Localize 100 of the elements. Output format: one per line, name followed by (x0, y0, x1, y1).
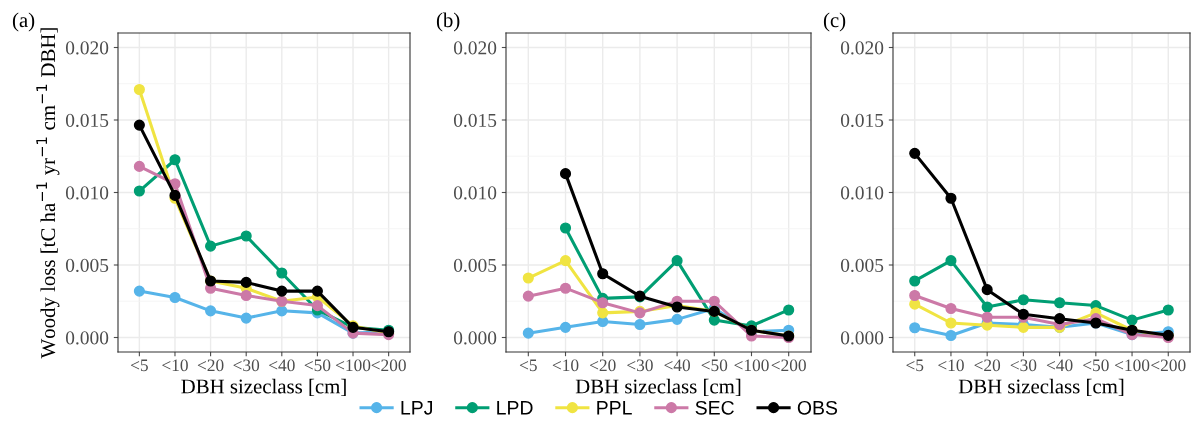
x-tick-label: <20 (590, 359, 616, 372)
point (133, 83, 145, 96)
chart-title: (a) (12, 12, 35, 32)
point (240, 312, 252, 324)
point (240, 276, 252, 288)
point (522, 327, 534, 339)
y-tick-label: 0.020 (65, 41, 109, 55)
x-tick-label: <200 (1151, 359, 1186, 372)
point (945, 329, 957, 342)
point (981, 284, 993, 296)
point (205, 305, 217, 317)
point (311, 300, 323, 312)
point (783, 304, 795, 316)
point (634, 318, 646, 331)
point (909, 322, 921, 334)
point (909, 147, 921, 159)
x-tick-label: <100 (1115, 359, 1150, 372)
point (169, 291, 181, 304)
point (597, 307, 609, 319)
point (945, 302, 957, 315)
point (205, 240, 217, 252)
point (1017, 294, 1029, 306)
y-tick-label: 0.020 (453, 41, 497, 55)
x-tick-label: <200 (771, 359, 806, 372)
chart-title: (c) (823, 12, 846, 32)
point (133, 185, 145, 197)
y-tick-label: 0.015 (453, 113, 497, 128)
point (671, 255, 683, 267)
x-tick-label: <100 (335, 359, 371, 372)
point (708, 295, 720, 307)
y-axis-title: Woody loss [tC ha$^{−1}$ yr$^{−1}$ cm$^{−1}$ DBH] (36, 28, 60, 359)
y-tick-label: 0.010 (65, 186, 109, 200)
point (559, 255, 572, 267)
x-tick-label: <5 (906, 359, 924, 372)
y-tick-label: 0.005 (840, 258, 884, 273)
point (1162, 304, 1174, 316)
point (981, 301, 993, 313)
x-tick-label: <50 (701, 359, 728, 372)
point (909, 275, 921, 287)
x-tick-label: <100 (734, 359, 769, 372)
point (311, 285, 323, 297)
point (945, 317, 957, 329)
x-tick-label: <40 (269, 359, 295, 372)
point (981, 311, 993, 323)
x-tick-label: <20 (974, 359, 1001, 372)
chart-title: (b) (436, 12, 460, 32)
legend-label: LPJ (401, 401, 432, 415)
legend-label: SEC (695, 400, 734, 415)
point (133, 119, 145, 131)
point (522, 272, 534, 284)
x-tick-label: <30 (233, 359, 260, 372)
point (133, 160, 145, 172)
point (276, 305, 288, 317)
x-tick-label: <30 (627, 359, 653, 372)
point (559, 222, 572, 234)
x-tick-label: <10 (552, 359, 579, 372)
y-tick-label: 0.000 (65, 331, 109, 345)
point (276, 285, 288, 297)
legend-label: OBS (797, 400, 838, 415)
legend-label: LPD (497, 401, 533, 415)
point (240, 230, 252, 242)
y-tick-label: 0.015 (65, 113, 109, 128)
x-tick-label: <20 (197, 359, 224, 372)
point (671, 313, 683, 325)
x-tick-label: <5 (519, 359, 537, 372)
y-tick-label: 0.020 (840, 41, 884, 55)
x-tick-label: <40 (664, 359, 691, 372)
y-tick-label: 0.010 (453, 186, 497, 200)
point (909, 289, 921, 302)
y-tick-label: 0.005 (65, 258, 109, 273)
point (559, 168, 572, 180)
point (559, 282, 572, 294)
x-tick-label: <5 (131, 359, 148, 372)
y-tick-label: 0.005 (453, 258, 497, 273)
y-tick-label: 0.000 (840, 331, 884, 345)
x-axis-title: DBH sizeclass [cm] (958, 378, 1124, 397)
point (169, 154, 181, 166)
x-tick-label: <50 (1083, 359, 1109, 372)
x-axis-title: DBH sizeclass [cm] (575, 378, 741, 397)
point (597, 297, 609, 309)
x-tick-label: <30 (1010, 359, 1037, 372)
x-tick-label: <10 (938, 359, 964, 372)
legend-label: PPL (597, 401, 632, 415)
point (945, 255, 957, 267)
point (559, 321, 572, 333)
x-axis-title: DBH sizeclass [cm] (181, 378, 346, 397)
y-tick-label: 0.010 (840, 186, 884, 200)
x-tick-label: <10 (162, 359, 188, 372)
point (522, 290, 534, 302)
point (1054, 297, 1066, 309)
point (240, 289, 252, 302)
point (945, 192, 957, 204)
y-tick-label: 0.000 (453, 331, 497, 345)
y-tick-label: 0.015 (840, 113, 884, 128)
x-tick-label: <40 (1046, 359, 1073, 372)
point (276, 267, 288, 279)
point (1126, 314, 1138, 326)
x-tick-label: <50 (304, 359, 331, 372)
point (1054, 313, 1066, 325)
x-tick-label: <200 (371, 359, 406, 372)
